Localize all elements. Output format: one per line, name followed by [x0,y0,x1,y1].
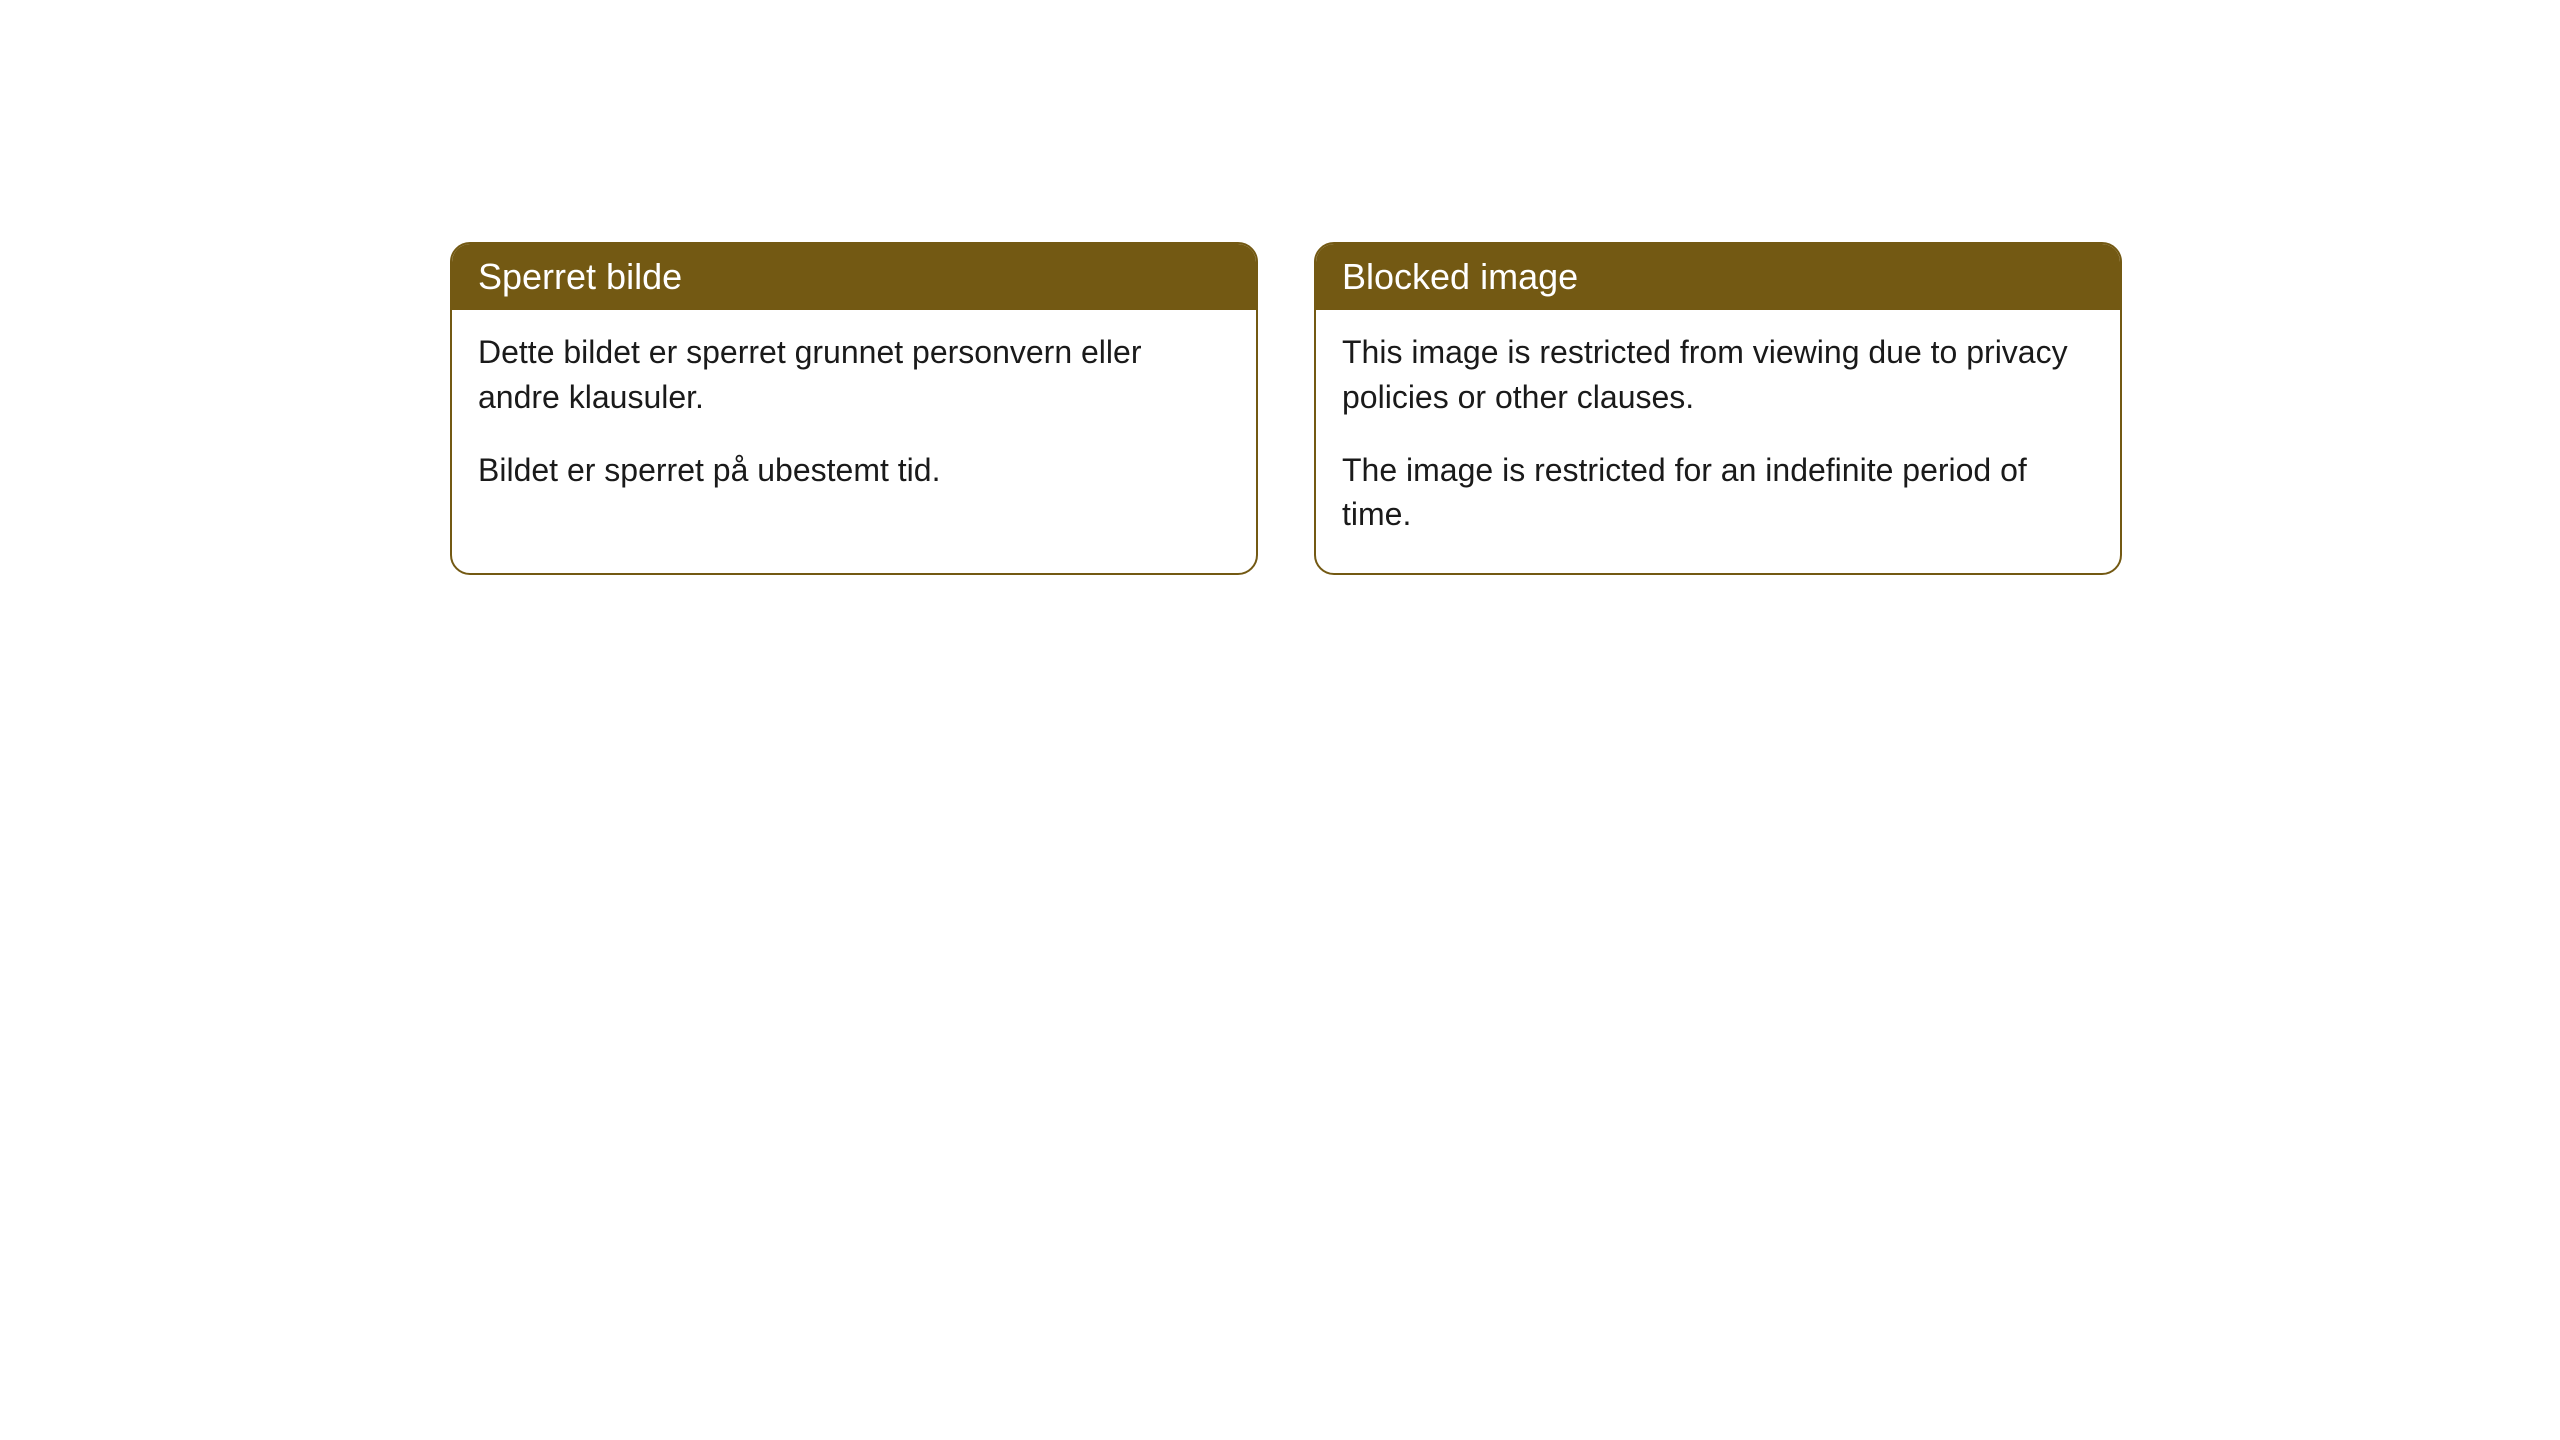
blocked-image-card-en: Blocked image This image is restricted f… [1314,242,2122,575]
card-paragraph-en-2: The image is restricted for an indefinit… [1342,448,2094,538]
cards-container: Sperret bilde Dette bildet er sperret gr… [450,242,2122,575]
card-paragraph-no-2: Bildet er sperret på ubestemt tid. [478,448,1230,493]
card-body-en: This image is restricted from viewing du… [1316,310,2120,573]
card-paragraph-en-1: This image is restricted from viewing du… [1342,330,2094,420]
card-body-no: Dette bildet er sperret grunnet personve… [452,310,1256,528]
card-paragraph-no-1: Dette bildet er sperret grunnet personve… [478,330,1230,420]
blocked-image-card-no: Sperret bilde Dette bildet er sperret gr… [450,242,1258,575]
card-header-en: Blocked image [1316,244,2120,310]
card-header-no: Sperret bilde [452,244,1256,310]
